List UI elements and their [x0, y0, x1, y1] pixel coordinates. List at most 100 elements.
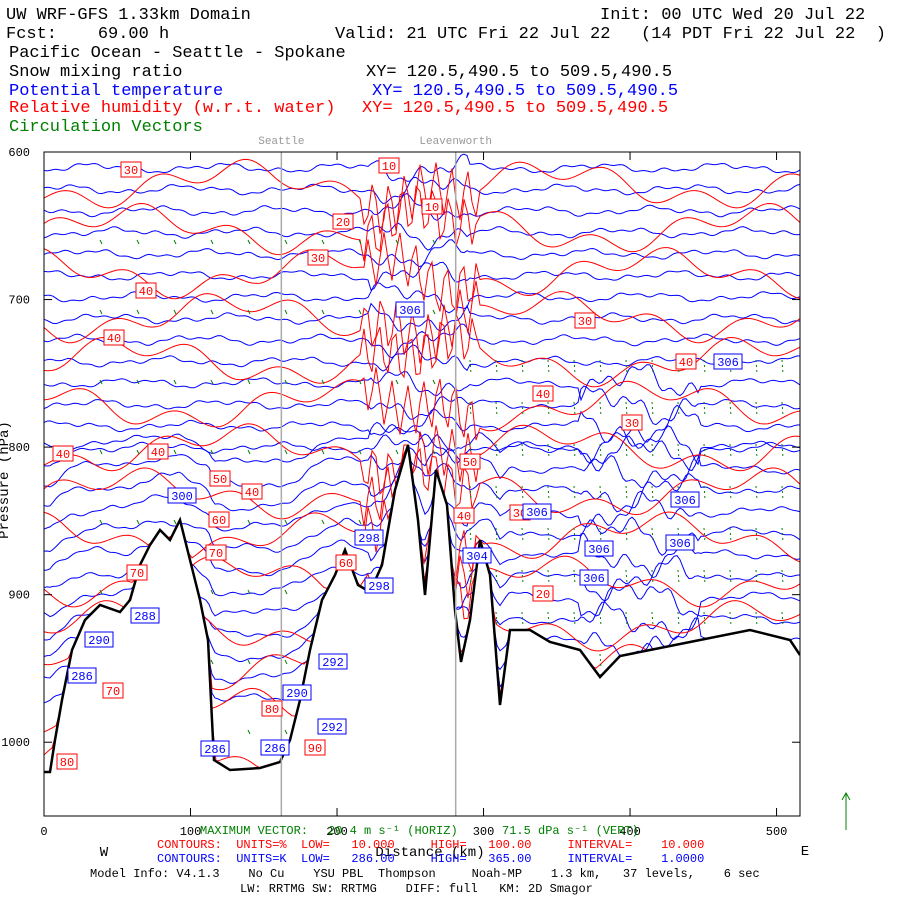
- circulation-vector: [173, 309, 177, 315]
- theta-label-box: [317, 718, 347, 735]
- circulation-vector: [651, 485, 654, 501]
- rh-label-box: [52, 445, 74, 462]
- theta-label-box: [318, 653, 348, 670]
- circulation-vector: [651, 611, 654, 627]
- circulation-vector: [358, 239, 362, 245]
- theta-label-box: [522, 503, 552, 520]
- isentrope: [44, 153, 800, 182]
- max-vector-vert: 71.5 dPa s⁻¹ (VERT): [502, 824, 639, 838]
- circulation-vector: [573, 569, 576, 585]
- circulation-vector: [136, 309, 140, 315]
- rh-label: 10: [425, 201, 439, 215]
- circulation-vector: [729, 527, 732, 543]
- plot-area: 30 10 10 20 30 40 30 40 40 40 30 40 40 50 40 50 60 40 70 30…: [44, 152, 800, 816]
- rh-label: 70: [130, 567, 144, 581]
- circulation-vector: [99, 519, 103, 525]
- circulation-vector: [599, 359, 602, 375]
- circulation-vector: [395, 449, 399, 455]
- theta-label: 306: [717, 356, 739, 370]
- circulation-vector: [210, 379, 214, 385]
- rh-contour: [44, 313, 800, 388]
- circulation-vector: [432, 239, 436, 245]
- circulation-vector: [625, 359, 628, 375]
- isentrope: [44, 176, 800, 205]
- x-tick-label: 200: [326, 825, 348, 839]
- theta-label: 300: [171, 490, 193, 504]
- rh-label: 20: [336, 216, 350, 230]
- rh-label: 40: [457, 510, 471, 524]
- theta-label: 306: [588, 543, 610, 557]
- y-tick-label: 600: [8, 146, 30, 160]
- circulation-vector: [521, 527, 524, 543]
- rh-label: 40: [151, 446, 165, 460]
- rh-label: 70: [106, 685, 120, 699]
- y-tick-label: 1000: [1, 736, 30, 750]
- theta-label: 306: [526, 506, 548, 520]
- reference-vector-head: [841, 791, 851, 801]
- circulation-vector: [755, 401, 758, 417]
- rh-label-box: [675, 353, 697, 370]
- circulation-vector: [432, 449, 436, 455]
- circulation-vector: [781, 569, 784, 585]
- rh-label-box: [208, 511, 230, 528]
- theta-label: 306: [674, 494, 696, 508]
- circulation-vector: [521, 485, 524, 501]
- rh-label: 30: [625, 417, 639, 431]
- field-name: Relative humidity (w.r.t. water): [9, 99, 335, 118]
- forecast-hour: Fcst: 69.00 h: [6, 25, 169, 44]
- theta-label: 306: [583, 572, 605, 586]
- circulation-vector: [495, 443, 498, 459]
- rh-label-box: [378, 157, 400, 174]
- circulation-vector: [210, 239, 214, 245]
- rh-label: 50: [213, 473, 227, 487]
- circulation-vector: [284, 379, 288, 385]
- circulation-vector: [599, 653, 602, 669]
- circulation-vector: [781, 611, 784, 627]
- circulation-vector: [599, 611, 602, 627]
- circulation-vector: [173, 449, 177, 455]
- theta-label: 304: [466, 550, 488, 564]
- circulation-vector: [755, 443, 758, 459]
- circulation-vector: [210, 309, 214, 315]
- circulation-vector: [599, 401, 602, 417]
- rh-label: 10: [382, 160, 396, 174]
- circulation-vector: [625, 443, 628, 459]
- circulation-vector: [703, 401, 706, 417]
- rh-label: 40: [56, 448, 70, 462]
- circulation-vector: [358, 449, 362, 455]
- rh-contour-info: CONTOURS: UNITS=% LOW= 10.000 HIGH= 100.…: [157, 838, 704, 852]
- circulation-vector: [247, 239, 251, 245]
- circulation-vector: [321, 449, 325, 455]
- circulation-vector: [99, 589, 103, 595]
- circulation-vector: [729, 611, 732, 627]
- circulation-vector: [625, 611, 628, 627]
- circulation-vector: [210, 589, 214, 595]
- theta-label: 286: [71, 670, 93, 684]
- circulation-vector: [495, 611, 498, 627]
- circulation-vector: [469, 485, 472, 501]
- y-tick-label: 800: [8, 441, 30, 455]
- theta-label-box: [364, 577, 394, 594]
- location-label: Leavenworth: [419, 136, 492, 148]
- x-tick-label: 100: [180, 825, 202, 839]
- rh-label: 30: [124, 164, 138, 178]
- circulation-vector: [469, 401, 472, 417]
- rh-label-box: [147, 443, 169, 460]
- circulation-vector: [651, 443, 654, 459]
- rh-label: 40: [107, 332, 121, 346]
- theta-label-box: [579, 569, 609, 586]
- circulation-vector: [210, 449, 214, 455]
- rh-label-box: [120, 161, 142, 178]
- circulation-vector: [432, 309, 436, 315]
- circulation-vector: [755, 527, 758, 543]
- circulation-vector: [247, 659, 251, 665]
- circulation-vector: [495, 485, 498, 501]
- circulation-vector: [321, 379, 325, 385]
- rh-label-box: [532, 585, 554, 602]
- valid-time: Valid: 21 UTC Fri 22 Jul 22 (14 PDT Fri …: [335, 25, 886, 44]
- theta-label-box: [67, 667, 97, 684]
- model-info: Model Info: V4.1.3 No Cu YSU PBL Thompso…: [90, 867, 760, 881]
- circulation-vector: [136, 239, 140, 245]
- circulation-vector: [547, 569, 550, 585]
